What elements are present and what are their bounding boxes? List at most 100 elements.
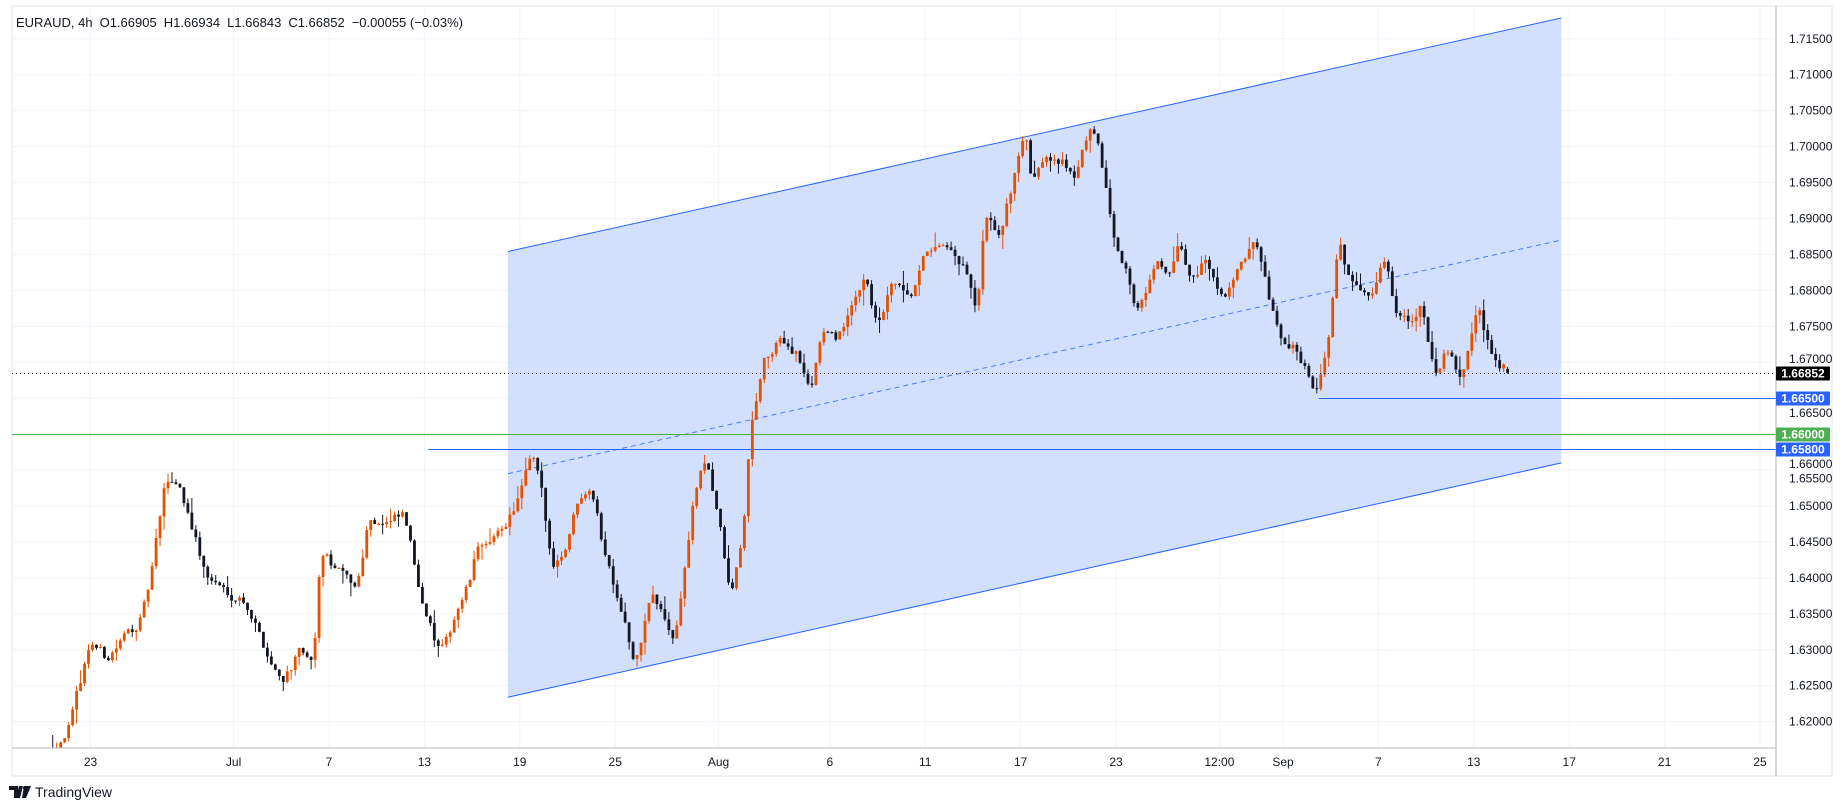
- candle-body[interactable]: [1243, 258, 1247, 262]
- candle-body[interactable]: [651, 594, 655, 604]
- candle-body[interactable]: [436, 640, 440, 646]
- candle-body[interactable]: [1112, 214, 1116, 238]
- candle-body[interactable]: [1060, 159, 1064, 164]
- candle-body[interactable]: [850, 305, 854, 316]
- candle-body[interactable]: [134, 630, 138, 632]
- candle-body[interactable]: [909, 294, 913, 297]
- candle-body[interactable]: [1398, 312, 1402, 316]
- candle-body[interactable]: [325, 554, 329, 556]
- candle-body[interactable]: [1486, 330, 1490, 340]
- candle-body[interactable]: [349, 574, 353, 583]
- candle-body[interactable]: [758, 379, 762, 402]
- candle-body[interactable]: [1005, 203, 1009, 226]
- candle-body[interactable]: [1128, 268, 1132, 285]
- candle-body[interactable]: [142, 601, 146, 618]
- candle-body[interactable]: [1386, 261, 1390, 272]
- candle-body[interactable]: [273, 664, 277, 670]
- candle-body[interactable]: [1474, 315, 1478, 334]
- candle-body[interactable]: [202, 555, 206, 567]
- candle-body[interactable]: [1092, 129, 1096, 134]
- candle-body[interactable]: [1263, 261, 1267, 277]
- candle-body[interactable]: [1450, 352, 1454, 357]
- plot-area[interactable]: [12, 17, 1776, 764]
- candle-body[interactable]: [448, 632, 452, 637]
- candle-body[interactable]: [874, 305, 877, 318]
- candle-body[interactable]: [1319, 374, 1323, 389]
- candle-body[interactable]: [1068, 167, 1072, 172]
- candle-body[interactable]: [214, 580, 218, 583]
- candle-body[interactable]: [599, 513, 603, 540]
- candle-body[interactable]: [1053, 159, 1056, 161]
- candle-body[interactable]: [635, 655, 639, 659]
- candle-body[interactable]: [87, 650, 90, 664]
- candle-body[interactable]: [1406, 315, 1410, 322]
- candle-body[interactable]: [1076, 166, 1080, 178]
- candle-body[interactable]: [1271, 299, 1275, 311]
- candle-body[interactable]: [921, 256, 925, 271]
- candle-body[interactable]: [297, 648, 301, 657]
- candle-body[interactable]: [1378, 267, 1382, 283]
- candle-body[interactable]: [552, 548, 555, 567]
- candle-body[interactable]: [1506, 369, 1509, 373]
- candle-body[interactable]: [1227, 287, 1231, 297]
- candle-body[interactable]: [663, 609, 667, 620]
- candle-body[interactable]: [540, 470, 544, 488]
- candle-body[interactable]: [548, 520, 552, 549]
- candle-body[interactable]: [858, 290, 862, 297]
- candle-body[interactable]: [417, 564, 420, 587]
- candle-body[interactable]: [1196, 274, 1199, 277]
- candle-body[interactable]: [393, 514, 396, 521]
- candle-body[interactable]: [727, 558, 730, 583]
- candle-body[interactable]: [639, 642, 643, 656]
- candle-body[interactable]: [1223, 294, 1227, 297]
- candle-body[interactable]: [329, 554, 333, 566]
- candle-body[interactable]: [814, 362, 818, 385]
- candle-body[interactable]: [1017, 155, 1021, 174]
- candle-body[interactable]: [476, 546, 480, 560]
- candle-body[interactable]: [1490, 339, 1494, 354]
- candle-body[interactable]: [671, 629, 675, 639]
- candle-body[interactable]: [91, 644, 94, 651]
- candle-body[interactable]: [460, 599, 464, 609]
- candle-body[interactable]: [790, 346, 794, 354]
- candle-body[interactable]: [246, 602, 249, 610]
- candle-body[interactable]: [1291, 344, 1295, 349]
- candle-body[interactable]: [953, 249, 957, 256]
- candle-body[interactable]: [731, 582, 734, 589]
- candle-body[interactable]: [997, 230, 1001, 235]
- candle-body[interactable]: [1188, 264, 1191, 276]
- candle-body[interactable]: [611, 566, 615, 585]
- candle-body[interactable]: [516, 498, 520, 512]
- candle-body[interactable]: [186, 503, 190, 513]
- candle-body[interactable]: [1482, 310, 1486, 331]
- candle-body[interactable]: [719, 508, 722, 528]
- candle-body[interactable]: [1466, 350, 1470, 370]
- candle-body[interactable]: [472, 559, 476, 580]
- candle-body[interactable]: [1033, 173, 1036, 177]
- candle-body[interactable]: [572, 514, 575, 535]
- candle-body[interactable]: [341, 567, 345, 571]
- candle-body[interactable]: [337, 567, 341, 569]
- candle-body[interactable]: [305, 652, 309, 657]
- candle-body[interactable]: [854, 296, 858, 306]
- candle-body[interactable]: [1382, 261, 1386, 268]
- candle-body[interactable]: [1156, 261, 1160, 269]
- candle-body[interactable]: [1045, 157, 1048, 163]
- candle-body[interactable]: [301, 648, 305, 653]
- candle-body[interactable]: [754, 401, 758, 420]
- candle-body[interactable]: [83, 663, 86, 684]
- candle-body[interactable]: [254, 618, 257, 623]
- candle-body[interactable]: [198, 537, 202, 556]
- candle-body[interactable]: [1212, 268, 1215, 278]
- candle-body[interactable]: [528, 458, 532, 471]
- candle-body[interactable]: [898, 283, 901, 285]
- candle-body[interactable]: [480, 545, 484, 547]
- candle-body[interactable]: [933, 247, 937, 251]
- candle-body[interactable]: [1088, 129, 1092, 141]
- candle-body[interactable]: [1402, 315, 1406, 317]
- candle-body[interactable]: [258, 622, 261, 632]
- candle-body[interactable]: [655, 594, 659, 605]
- candle-body[interactable]: [969, 274, 973, 288]
- candle-body[interactable]: [1255, 242, 1259, 248]
